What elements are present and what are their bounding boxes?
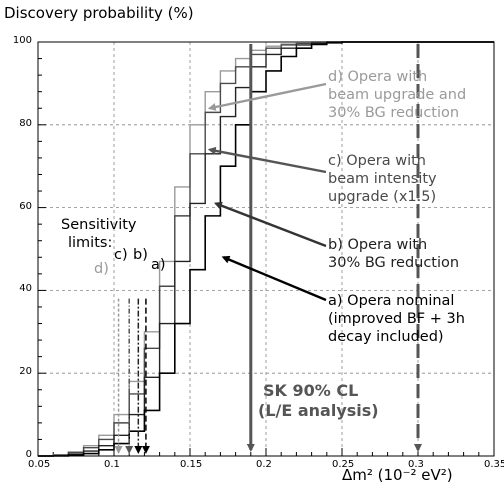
sensitivity-title-line2: limits: (68, 235, 113, 251)
label-d-line3: 30% BG reduction (328, 105, 460, 121)
x-tick-label: 0.35 (484, 459, 504, 470)
pointer-arrow-c (207, 146, 327, 174)
x-tick-label: 0.05 (28, 459, 51, 470)
x-tick-label: 0.15 (180, 459, 203, 470)
sensitivity-title-line1: Sensitivity (61, 217, 137, 233)
label-a-line1: a) Opera nominal (328, 293, 455, 309)
y-tick-label: 80 (19, 117, 32, 129)
label-b-line1: b) Opera with (328, 237, 428, 253)
series-curves (38, 41, 494, 457)
y-tick-label: 40 (19, 283, 32, 295)
y-axis-label: Discovery probability (%) (4, 4, 194, 22)
label-c-line3: upgrade (x1.5) (328, 189, 437, 205)
label-d-line1: d) Opera with (328, 69, 428, 85)
x-tick-label: 0.3 (408, 459, 424, 470)
label-a-line2: (improved BF + 3h (328, 311, 465, 327)
series-line-a (38, 41, 494, 457)
sens-label-b: b) (133, 247, 148, 263)
pointer-arrow-d (207, 82, 327, 111)
y-tick-label: 0 (25, 449, 32, 460)
x-tick-label: 0.2 (256, 459, 272, 470)
label-arrows (207, 82, 327, 302)
pointer-arrow-a (221, 255, 327, 302)
sensitivity-lines (114, 298, 150, 454)
label-c-line2: beam intensity (328, 171, 437, 187)
sens-label-c: c) (114, 247, 128, 263)
label-c-line1: c) Opera with (328, 153, 426, 169)
sens-label-d: d) (94, 261, 109, 277)
sk-cl-line1: SK 90% CL (263, 381, 359, 400)
x-tick-label: 0.1 (104, 459, 120, 470)
label-b-line2: 30% BG reduction (328, 255, 460, 271)
y-tick-label: 100 (12, 35, 32, 46)
sk-cl-line2: (L/E analysis) (258, 401, 379, 420)
x-axis-label: Δm² (10⁻² eV²) (342, 466, 453, 484)
label-a-line3: decay included) (328, 329, 444, 345)
x-tick-label: 0.25 (332, 459, 355, 470)
y-tick-label: 60 (19, 200, 32, 212)
label-d-line2: beam upgrade and (328, 87, 467, 103)
sk-cl-lines (246, 44, 422, 452)
y-tick-label: 20 (19, 366, 32, 378)
sens-label-a: a) (151, 257, 166, 273)
pointer-arrow-b (213, 201, 327, 248)
